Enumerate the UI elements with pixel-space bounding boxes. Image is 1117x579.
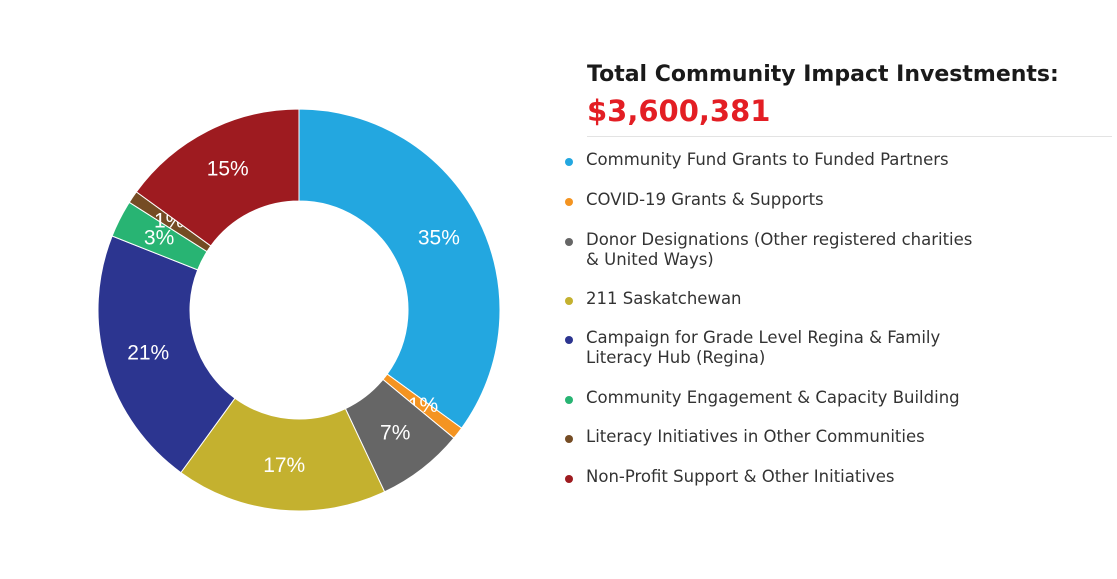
legend-label: COVID-19 Grants & Supports — [586, 190, 824, 209]
donut-slice-7 — [135, 108, 300, 247]
slice-label-4: 21% — [127, 341, 169, 364]
slice-label-2: 7% — [380, 422, 410, 445]
donut-slice-3 — [180, 397, 386, 512]
legend-item: Community Engagement & Capacity Building — [565, 388, 985, 408]
legend-label: Community Engagement & Capacity Building — [586, 388, 960, 407]
title-block: Total Community Impact Investments: $3,6… — [587, 58, 1059, 130]
legend-swatch — [565, 198, 573, 206]
legend-item: Community Fund Grants to Funded Partners — [565, 150, 985, 170]
legend-item: Literacy Initiatives in Other Communitie… — [565, 427, 985, 447]
chart-title: Total Community Impact Investments: — [587, 62, 1059, 87]
slice-label-0: 35% — [418, 226, 460, 249]
legend-label: 211 Saskatchewan — [586, 289, 742, 308]
legend-label: Literacy Initiatives in Other Communitie… — [586, 427, 925, 446]
legend-swatch — [565, 396, 573, 404]
slice-label-5: 3% — [144, 226, 174, 249]
legend-swatch — [565, 297, 573, 305]
legend-label: Community Fund Grants to Funded Partners — [586, 150, 949, 169]
legend-swatch — [565, 238, 573, 246]
legend-item: Campaign for Grade Level Regina & Family… — [565, 328, 985, 368]
legend-label: Donor Designations (Other registered cha… — [586, 230, 973, 269]
legend-label: Non-Profit Support & Other Initiatives — [586, 467, 895, 486]
legend-swatch — [565, 158, 573, 166]
slice-label-7: 15% — [207, 158, 249, 181]
donut-slice-4 — [97, 235, 236, 474]
legend-item: Donor Designations (Other registered cha… — [565, 230, 985, 270]
total-amount: $3,600,381 — [587, 94, 771, 128]
donut-chart: 35%1%7%17%21%3%1%15% — [97, 108, 501, 512]
legend-swatch — [565, 475, 573, 483]
legend-item: COVID-19 Grants & Supports — [565, 190, 985, 210]
legend-swatch — [565, 336, 573, 344]
slice-label-3: 17% — [263, 454, 305, 477]
legend-label: Campaign for Grade Level Regina & Family… — [586, 328, 941, 367]
donut-slice-0 — [298, 108, 501, 429]
legend-item: Non-Profit Support & Other Initiatives — [565, 467, 985, 487]
legend-item: 211 Saskatchewan — [565, 289, 985, 309]
divider — [587, 136, 1112, 137]
legend-swatch — [565, 435, 573, 443]
